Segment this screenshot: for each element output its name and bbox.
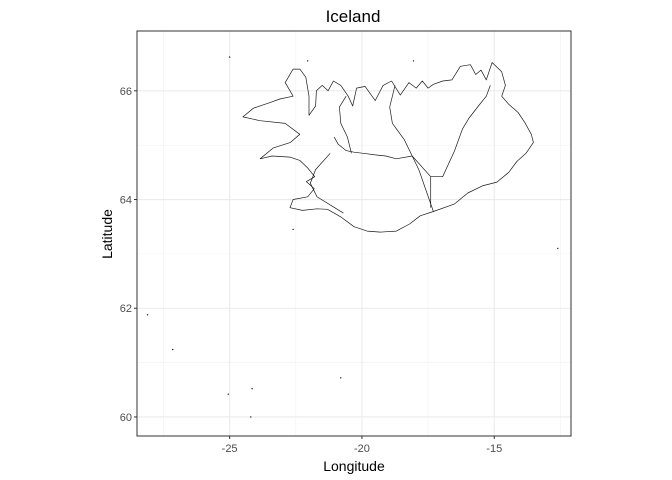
iceland-map	[146, 56, 559, 418]
region-boundary	[339, 96, 352, 154]
islet	[227, 393, 229, 395]
islet	[292, 228, 294, 231]
y-tick-label: 62	[120, 303, 132, 315]
region-boundary	[411, 85, 491, 178]
islet	[340, 377, 342, 379]
y-axis-title: Latitude	[99, 209, 115, 259]
islet	[251, 388, 253, 390]
minor-gridlines	[137, 31, 571, 436]
islet	[172, 348, 174, 351]
x-axis-title: Longitude	[323, 458, 385, 474]
islet	[250, 416, 252, 418]
iceland-coastline	[242, 62, 534, 233]
x-tick-label: -25	[222, 443, 238, 455]
major-gridlines	[137, 31, 571, 436]
region-boundary	[333, 136, 413, 160]
plot-panel	[137, 31, 571, 436]
region-boundary	[309, 153, 344, 214]
panel-background	[137, 31, 571, 436]
islet	[146, 314, 149, 316]
islet	[412, 60, 415, 62]
islet	[557, 247, 559, 250]
y-tick-label: 64	[120, 195, 132, 207]
y-tick-label: 60	[120, 412, 132, 424]
panel-border	[136, 30, 572, 437]
x-tick-label: -15	[486, 443, 502, 455]
y-tick-label: 66	[120, 86, 132, 98]
chart-title: Iceland	[326, 7, 381, 26]
region-boundary	[389, 85, 413, 157]
islet	[228, 56, 231, 58]
x-axis: -25 -20 -15	[222, 436, 502, 455]
islet	[306, 60, 309, 62]
region-boundary	[411, 155, 434, 212]
y-axis: 60 62 64 66	[120, 86, 137, 424]
x-tick-label: -20	[354, 443, 370, 455]
